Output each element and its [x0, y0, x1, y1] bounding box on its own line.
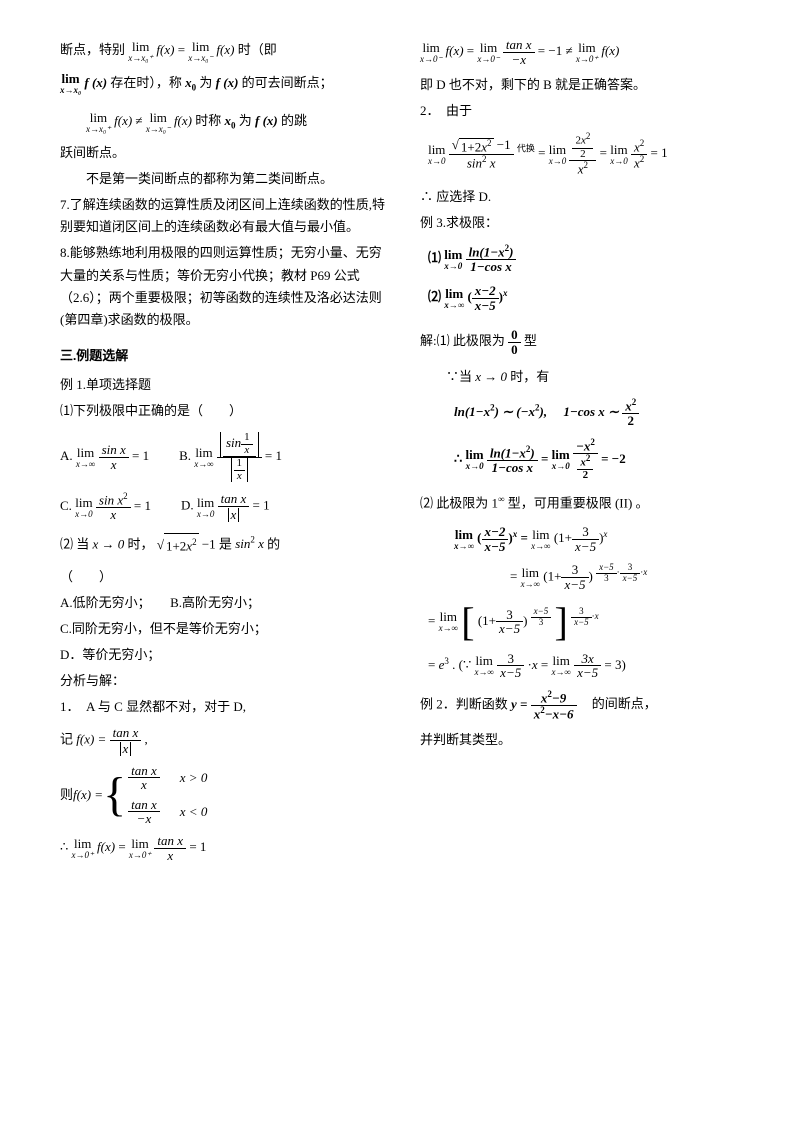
options-row-1: A. limx→∞ sin xx = 1 B. limx→∞ sin1x 1x … — [60, 432, 390, 482]
left-column: 断点，特别 limx→x₀⁺ f(x) = limx→x₀⁻ f(x) 时（即 … — [60, 30, 390, 870]
lim-expr: limx→x₀ — [60, 72, 81, 95]
fx: f(x) — [174, 113, 192, 128]
ex3-2: ⑵ limx→∞ (x−2x−5)x — [428, 284, 750, 312]
eq: = — [178, 42, 189, 57]
question-1: ⑴下列极限中正确的是（ ） — [60, 400, 390, 422]
x0: x0 — [185, 75, 196, 90]
lim-expr: limx→x₀⁺ — [86, 111, 111, 134]
text: 为 — [239, 113, 252, 128]
para-jump: 跃间断点。 — [60, 142, 390, 164]
option-d-2: D．等价无穷小； — [60, 644, 390, 666]
limit-0minus: limx→0⁻ f(x) = limx→0⁻ tan x−x = −1 ≠ li… — [420, 38, 750, 66]
option-c: C. limx→0 sin x2x = 1 — [60, 492, 151, 522]
text: 时（即 — [238, 42, 277, 57]
ex3-1: ⑴ limx→0 ln(1−x2)1−cos x — [428, 244, 750, 274]
heading-examples: 三.例题选解 — [60, 345, 390, 364]
item-2: 2． 由于 — [420, 100, 750, 122]
fx: f(x) — [114, 113, 132, 128]
analysis-1: 1． A 与 C 显然都不对，对于 D, — [60, 696, 390, 718]
option-b: B. limx→∞ sin1x 1x = 1 — [179, 432, 282, 482]
step-1: limx→∞ (x−2x−5)x = limx→∞ (1+3x−5)x — [428, 525, 750, 553]
text: 断点，特别 — [60, 42, 125, 57]
fx: f(x) — [216, 42, 234, 57]
example-2: 例 2．判断函数 y = x2−9x2−x−6 的间断点， — [420, 690, 750, 721]
option-a: A. limx→∞ sin xx = 1 — [60, 443, 149, 471]
lim-expr: limx→x₀⁻ — [188, 40, 213, 63]
text: 的可去间断点； — [242, 75, 333, 90]
question-2: ⑵ 当 x → 0 时， 1+2x2 −1 是 sin2 x 的 — [60, 532, 390, 558]
page-content: 断点，特别 limx→x₀⁺ f(x) = limx→x₀⁻ f(x) 时（即 … — [60, 30, 750, 870]
step-2: = limx→∞ (1+3x−5) x−53·3x−5·x — [510, 563, 750, 591]
therefore-line: ∴ limx→0 ln(1−x2)1−cos x = limx→0 −x2 x2… — [428, 438, 750, 482]
fx: f (x) — [216, 75, 239, 90]
example-3-title: 例 3.求极限： — [420, 212, 750, 234]
para-8: 8.能够熟练地利用极限的四则运算性质；无穷小量、无穷大量的关系与性质；等价无穷小… — [60, 242, 390, 330]
text: 存在时），称 — [110, 75, 182, 90]
solution-1-type: 解:⑴ 此极限为 00 型 — [420, 328, 750, 356]
option-ab-2: A.低阶无穷小； B.高阶无穷小； — [60, 592, 390, 614]
answer-b: 即 D 也不对，剩下的 B 就是正确答案。 — [420, 74, 750, 96]
para-second-kind: 不是第一类间断点的都称为第二类间断点。 — [60, 168, 390, 190]
para-discontinuity-1: 断点，特别 limx→x₀⁺ f(x) = limx→x₀⁻ f(x) 时（即 — [60, 38, 390, 63]
fx: f(x) — [156, 42, 174, 57]
step-3: = limx→∞ [ (1+3x−5) x−53 ] 3x−5·x — [428, 602, 750, 642]
option-c-2: C.同阶无穷小，但不是等价无穷小； — [60, 618, 390, 640]
question-2-paren: （ ） — [60, 566, 390, 588]
because-line: ∵当 x → 0 时，有 — [420, 365, 750, 388]
piecewise-fx: 则 f(x) = { tan xx x > 0 tan x−x x < 0 — [60, 764, 390, 827]
example-2-cont: 并判断其类型。 — [420, 729, 750, 751]
text: 时称 — [195, 113, 221, 128]
fx: f (x) — [84, 75, 107, 90]
option-d: D. limx→0 tan xx = 1 — [181, 492, 270, 521]
options-row-2: C. limx→0 sin x2x = 1 D. limx→0 tan xx =… — [60, 492, 390, 522]
let-fx: 记 f(x) = tan xx , — [60, 726, 390, 755]
x0: x0 — [225, 113, 236, 128]
neq: ≠ — [135, 113, 145, 128]
para-discontinuity-2: limx→x₀ f (x) 存在时），称 x0 为 f (x) 的可去间断点； — [60, 71, 390, 96]
conclusion-d: ∴ 应选择 D. — [420, 186, 750, 208]
lim-expr: limx→x₀⁺ — [128, 40, 153, 63]
para-discontinuity-3: limx→x₀⁺ f(x) ≠ limx→x₀⁻ f(x) 时称 x0 为 f … — [60, 109, 390, 134]
part2-type: ⑵ 此极限为 1∞ 型，可用重要极限 (II) 。 — [420, 491, 750, 515]
text: 为 — [199, 75, 212, 90]
lim-expr: limx→x₀⁻ — [146, 111, 171, 134]
example-1-title: 例 1.单项选择题 — [60, 374, 390, 396]
step-4: = e3 . (∵ limx→∞ 3x−5 ·x = limx→∞ 3xx−5 … — [428, 652, 750, 680]
text: 的跳 — [281, 113, 307, 128]
fx: f (x) — [255, 113, 278, 128]
analysis-label: 分析与解： — [60, 670, 390, 692]
right-column: limx→0⁻ f(x) = limx→0⁻ tan x−x = −1 ≠ li… — [420, 30, 750, 870]
limit-0plus: ∴ limx→0⁺ f(x) = limx→0⁺ tan xx = 1 — [60, 834, 390, 862]
para-7: 7.了解连续函数的运算性质及闭区间上连续函数的性质,特别要知道闭区间上的连续函数… — [60, 194, 390, 238]
eq-substitution: limx→0 1+2x2 −1 sin2 x 代换 = limx→0 2x22 … — [428, 132, 750, 176]
equiv-line: ln(1−x2) ∼ (−x2), 1−cos x ∼ x22 — [428, 398, 750, 428]
